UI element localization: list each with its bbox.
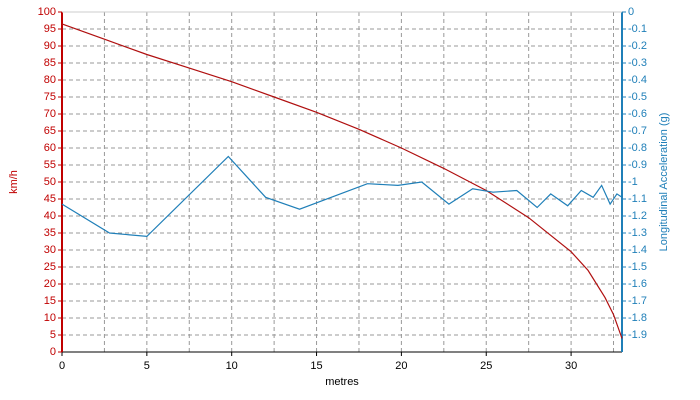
y-tick-label: 35: [44, 227, 56, 239]
y-tick-label: 45: [44, 193, 56, 205]
y2-tick-label: -0.3: [628, 57, 647, 69]
y-tick-label: 70: [44, 108, 56, 120]
y-tick-label: 50: [44, 176, 56, 188]
y2-tick-label: -1.7: [628, 295, 647, 307]
x-tick-label: 20: [395, 360, 407, 372]
series-line: [61, 155, 623, 238]
y-tick-label: 55: [44, 159, 56, 171]
y-tick-label: 30: [44, 244, 56, 256]
x-tick-label: 30: [565, 360, 577, 372]
y2-tick-label: -1.9: [628, 329, 647, 341]
y-tick-label: 5: [50, 329, 56, 341]
y2-tick-label: -1.8: [628, 312, 647, 324]
y2-tick-label: -0.2: [628, 40, 647, 52]
y2-tick-label: -1.5: [628, 261, 647, 273]
y2-tick-label: -0.4: [628, 74, 647, 86]
y-tick-label: 0: [50, 346, 56, 358]
y-tick-label: 100: [38, 6, 56, 18]
y-tick-label: 15: [44, 295, 56, 307]
y2-tick-label: -0.5: [628, 91, 647, 103]
y2-tick-label: -0.8: [628, 142, 647, 154]
y-tick-label: 80: [44, 74, 56, 86]
y2-tick-label: -1.3: [628, 227, 647, 239]
y-axis-label: km/h: [8, 170, 20, 194]
y2-tick-label: -1.1: [628, 193, 647, 205]
y2-tick-label: -1.2: [628, 210, 647, 222]
y2-tick-label: -1: [628, 176, 638, 188]
y-tick-label: 85: [44, 57, 56, 69]
y-tick-label: 10: [44, 312, 56, 324]
x-tick-label: 10: [226, 360, 238, 372]
y-tick-label: 95: [44, 23, 56, 35]
x-tick-label: 0: [59, 360, 65, 372]
y2-tick-label: -0.1: [628, 23, 647, 35]
x-tick-label: 25: [480, 360, 492, 372]
y-tick-label: 75: [44, 91, 56, 103]
x-tick-label: 15: [310, 360, 322, 372]
y-tick-label: 40: [44, 210, 56, 222]
x-axis-label: metres: [325, 376, 359, 388]
y2-tick-label: -1.4: [628, 244, 647, 256]
y-tick-label: 60: [44, 142, 56, 154]
y-tick-label: 90: [44, 40, 56, 52]
y-tick-label: 20: [44, 278, 56, 290]
y-tick-label: 25: [44, 261, 56, 273]
y2-axis-label: Longitudinal Acceleration (g): [658, 113, 670, 252]
y-tick-label: 65: [44, 125, 56, 137]
y2-tick-label: -1.6: [628, 278, 647, 290]
y2-tick-label: 0: [628, 6, 634, 18]
series-line: [61, 23, 623, 339]
x-tick-label: 5: [144, 360, 150, 372]
y2-tick-label: -0.9: [628, 159, 647, 171]
y2-tick-label: -0.7: [628, 125, 647, 137]
y2-tick-label: -0.6: [628, 108, 647, 120]
